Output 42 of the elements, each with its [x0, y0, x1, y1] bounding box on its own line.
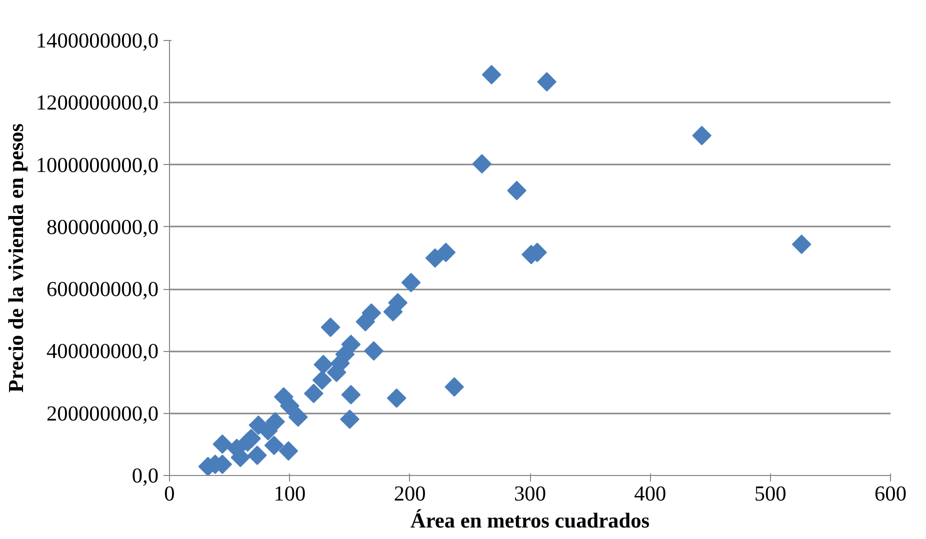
point [280, 396, 300, 416]
point [792, 234, 812, 254]
point [507, 180, 526, 200]
point [340, 410, 360, 429]
x-tick-label: 0 [164, 482, 175, 506]
point [278, 441, 298, 461]
point [320, 318, 340, 337]
y-tick-label: 600000000,0 [46, 277, 159, 302]
point [482, 64, 502, 84]
point [314, 354, 334, 374]
point [436, 242, 456, 262]
x-tick-label: 400 [634, 482, 666, 506]
point [288, 407, 308, 427]
y-tick-label: 1200000000,0 [36, 90, 159, 115]
y-tick-label: 1400000000,0 [36, 28, 159, 52]
point [312, 370, 332, 390]
x-tick-label: 600 [874, 482, 907, 506]
point [401, 272, 421, 292]
point [238, 432, 258, 452]
x-tick-label: 200 [394, 482, 426, 506]
y-tick-label: 400000000,0 [46, 339, 159, 364]
point [341, 385, 361, 404]
y-axis-title: Precio de la vivienda en pesos [4, 123, 28, 393]
x-axis-title: Área en metros cuadrados [410, 508, 650, 532]
x-tick-label: 300 [514, 482, 546, 506]
point [248, 446, 267, 465]
y-tick-label: 1000000000,0 [36, 152, 159, 177]
y-tick-label: 200000000,0 [46, 401, 159, 426]
point [356, 312, 376, 332]
point [692, 126, 712, 146]
point [537, 72, 557, 92]
point [444, 377, 464, 397]
point [304, 384, 324, 404]
point [472, 154, 492, 174]
point [212, 434, 232, 454]
y-tick-label: 0,0 [132, 464, 159, 488]
x-tick-label: 500 [754, 482, 786, 506]
point [264, 436, 284, 456]
x-tick-label: 100 [274, 482, 306, 506]
y-tick-label: 800000000,0 [46, 214, 159, 239]
point [386, 388, 406, 408]
point [364, 341, 384, 361]
